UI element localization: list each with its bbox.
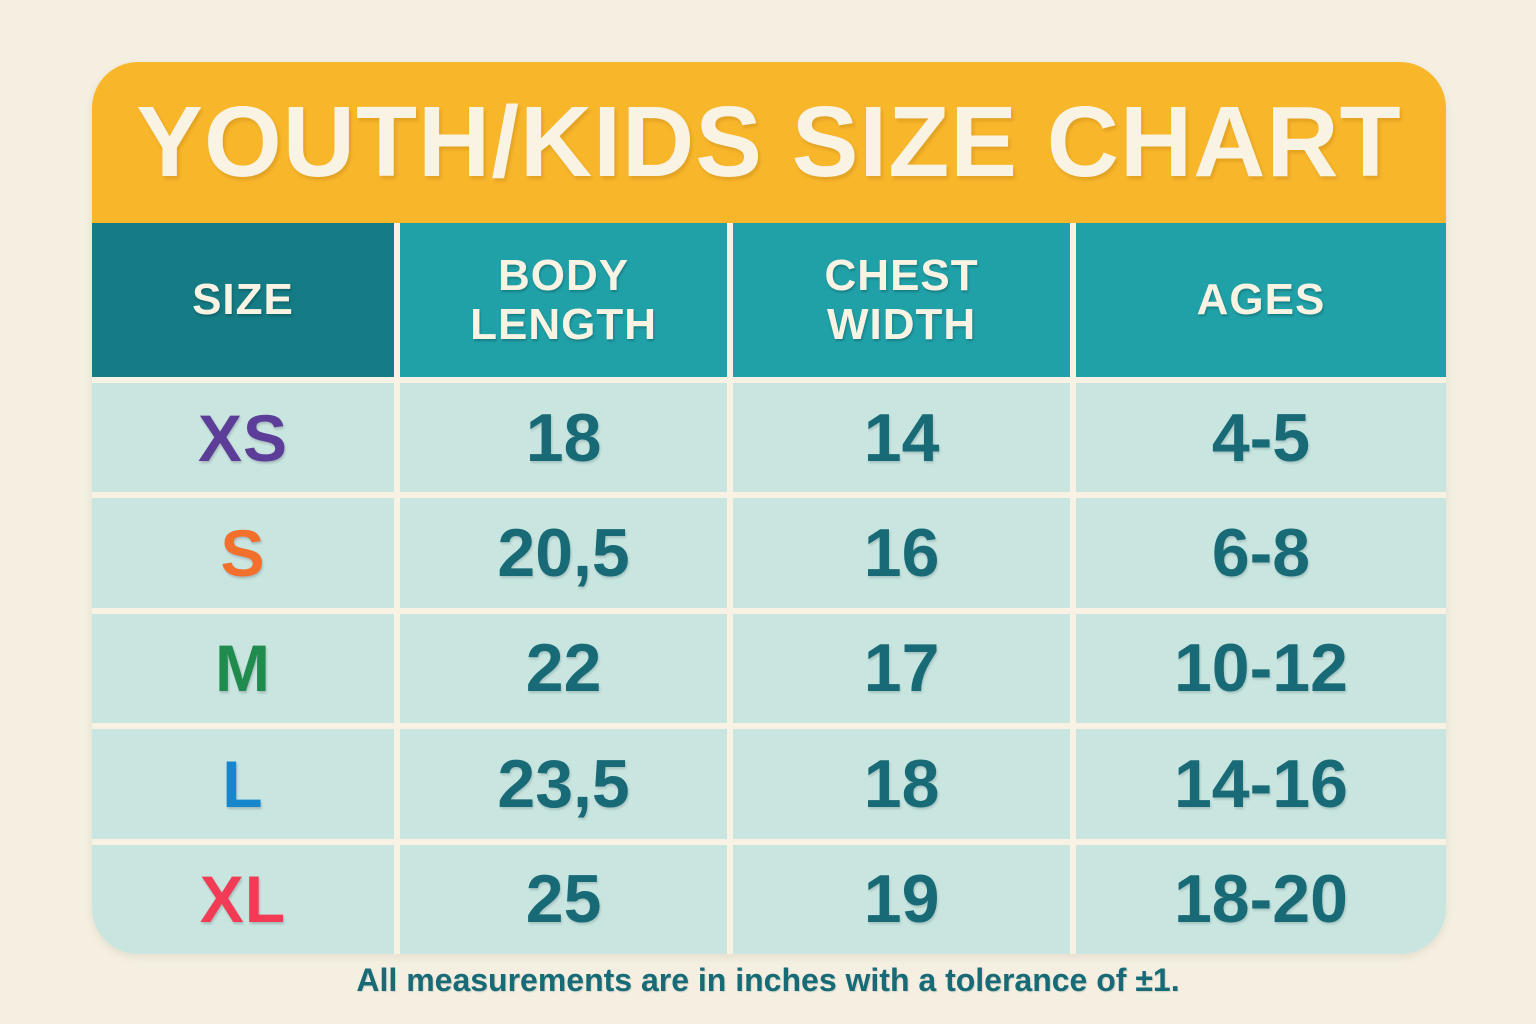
ages-value: 18-20 [1173,861,1348,938]
body-length-value: 25 [525,861,602,938]
size-label: M [214,631,271,706]
ages-cell: 4-5 [1075,383,1446,493]
size-cell-m: M [92,613,394,724]
body-length-value: 23,5 [497,745,630,822]
chest-width-value: 17 [863,630,940,707]
chest-width-value: 19 [863,861,940,938]
header-label-body-length: BODY LENGTH [470,250,658,349]
size-chart-card: YOUTH/KIDS SIZE CHART SIZE BODY LENGTH C… [92,62,1446,954]
chest-width-value: 18 [863,745,940,822]
header-cell-chest-width: CHEST WIDTH [733,223,1070,377]
header-cell-body-length: BODY LENGTH [399,223,728,377]
body-length-cell: 23,5 [399,729,728,839]
ages-cell: 18-20 [1075,844,1446,954]
body-length-cell: 18 [399,383,728,493]
body-length-cell: 25 [399,844,728,954]
size-cell-s: S [92,498,394,608]
footer-note: All measurements are in inches with a to… [356,962,1180,998]
size-label: XS [197,400,288,475]
size-cell-xl: XL [92,844,394,954]
header-label-chest-width: CHEST WIDTH [824,250,979,349]
body-length-value: 18 [525,399,602,476]
header-label-ages: AGES [1196,275,1326,325]
chest-width-value: 16 [863,515,940,592]
ages-value: 6-8 [1211,515,1311,592]
body-length-cell: 20,5 [399,498,728,608]
header-cell-size: SIZE [92,223,394,377]
title-band: YOUTH/KIDS SIZE CHART [92,62,1446,223]
body-length-value: 22 [525,630,602,707]
size-cell-xs: XS [92,383,394,493]
size-cell-l: L [92,729,394,839]
ages-cell: 10-12 [1075,613,1446,724]
chest-width-cell: 17 [733,613,1070,724]
chest-width-value: 14 [863,399,940,476]
ages-cell: 14-16 [1075,729,1446,839]
body-length-value: 20,5 [497,515,630,592]
size-label: XL [199,862,287,937]
header-cell-ages: AGES [1075,223,1446,377]
ages-value: 10-12 [1173,630,1348,707]
ages-value: 4-5 [1211,399,1311,476]
body-length-cell: 22 [399,613,728,724]
chest-width-cell: 18 [733,729,1070,839]
ages-cell: 6-8 [1075,498,1446,608]
page-title: YOUTH/KIDS SIZE CHART [136,86,1402,198]
chest-width-cell: 14 [733,383,1070,493]
chest-width-cell: 16 [733,498,1070,608]
ages-value: 14-16 [1173,745,1348,822]
chest-width-cell: 19 [733,844,1070,954]
size-label: L [222,746,264,821]
header-label-size: SIZE [192,275,294,325]
size-label: S [220,516,266,591]
size-table: SIZE BODY LENGTH CHEST WIDTH AGES XS 18 … [92,223,1446,954]
